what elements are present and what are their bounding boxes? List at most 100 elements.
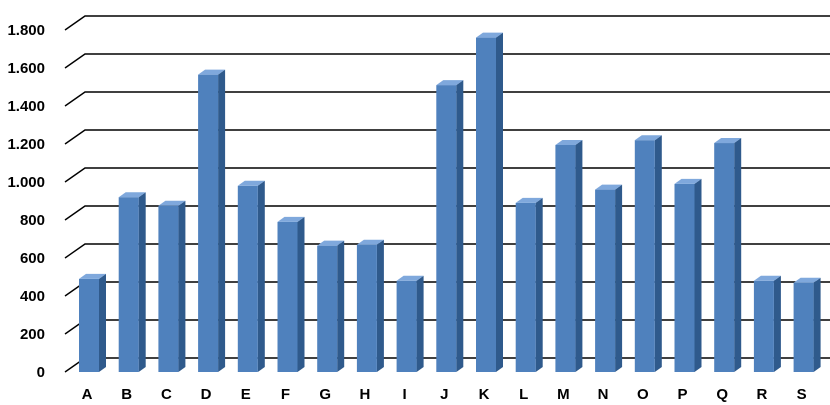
bar xyxy=(396,275,424,372)
bar-front xyxy=(277,221,298,372)
x-tick-label: P xyxy=(677,386,687,403)
bar xyxy=(714,138,742,372)
bar-front xyxy=(436,85,457,372)
x-tick-label: R xyxy=(756,386,767,403)
gridline xyxy=(64,91,830,107)
bar xyxy=(515,197,543,372)
bar-top xyxy=(595,184,623,190)
bar-side xyxy=(416,275,424,372)
bar-front xyxy=(753,280,774,372)
bar-front xyxy=(714,143,735,372)
bar-side xyxy=(218,69,226,373)
bar-front xyxy=(555,144,576,372)
gridlines xyxy=(64,15,830,373)
y-tick-label: 800 xyxy=(20,212,45,229)
bar-front xyxy=(118,197,139,372)
x-tick-label: J xyxy=(440,386,448,403)
bar xyxy=(198,69,226,373)
bar-top xyxy=(118,192,146,198)
bar xyxy=(555,139,583,372)
bar xyxy=(277,216,305,372)
x-tick-label: D xyxy=(201,386,212,403)
x-tick-label: N xyxy=(598,386,609,403)
bar-top xyxy=(793,277,821,283)
bar-top xyxy=(317,240,345,246)
gridline xyxy=(64,129,830,145)
gridline xyxy=(64,15,830,31)
y-tick-label: 600 xyxy=(20,250,45,267)
x-tick-label: G xyxy=(319,386,331,403)
bar-top xyxy=(396,275,424,281)
x-tick-label: F xyxy=(281,386,290,403)
x-tick-label: M xyxy=(557,386,570,403)
x-tick-label: O xyxy=(637,386,649,403)
bar-front xyxy=(198,74,219,373)
x-tick-label: K xyxy=(479,386,490,403)
bar xyxy=(118,192,146,372)
bar xyxy=(595,184,623,372)
bar xyxy=(674,178,702,372)
bar xyxy=(317,240,345,372)
bar-front xyxy=(476,37,496,372)
bar-front xyxy=(79,278,99,372)
bar-side xyxy=(138,192,146,372)
bar-top xyxy=(555,139,583,145)
bar-side xyxy=(615,184,623,372)
y-tick-label: 1.800 xyxy=(7,22,45,39)
bar-side xyxy=(654,135,662,372)
bar-side xyxy=(773,275,781,372)
bar-top xyxy=(277,216,305,222)
x-axis-tick-labels: A B C D E F G H I J K L M N O P Q R S xyxy=(82,386,807,403)
bar-top xyxy=(356,239,384,245)
x-tick-label: I xyxy=(403,386,407,403)
x-tick-label: E xyxy=(241,386,251,403)
bar xyxy=(158,200,186,372)
bar-top xyxy=(634,135,662,141)
bar-side xyxy=(496,32,503,372)
bar-side xyxy=(376,239,384,372)
bar-front xyxy=(317,245,338,372)
bar-front xyxy=(674,183,695,372)
bar-top xyxy=(714,138,742,144)
bar-front xyxy=(595,189,616,372)
x-tick-label: Q xyxy=(716,386,728,403)
bar-side xyxy=(178,200,186,372)
bar-top xyxy=(436,80,464,86)
bar-side xyxy=(456,80,464,372)
x-tick-label: S xyxy=(797,386,807,403)
bar-top xyxy=(476,32,503,38)
bar-side xyxy=(694,178,702,372)
y-tick-label: 1.400 xyxy=(7,98,45,115)
y-tick-label: 0 xyxy=(37,364,45,381)
bar-side xyxy=(734,138,742,372)
bar-front xyxy=(634,140,655,372)
bar-top xyxy=(753,275,781,281)
x-tick-label: B xyxy=(121,386,132,403)
bar-front xyxy=(396,280,417,372)
bar xyxy=(753,275,781,372)
x-tick-label: C xyxy=(161,386,172,403)
y-tick-label: 1.000 xyxy=(7,174,45,191)
bar-front xyxy=(356,244,377,372)
bar xyxy=(79,273,106,372)
bar-top xyxy=(237,180,265,186)
bar-front xyxy=(237,185,258,372)
bar xyxy=(793,277,821,372)
y-tick-label: 400 xyxy=(20,288,45,305)
bar xyxy=(436,80,464,372)
bar-side xyxy=(575,139,583,372)
x-tick-label: A xyxy=(82,386,93,403)
bar-top xyxy=(198,69,226,75)
x-tick-label: H xyxy=(359,386,370,403)
bar-top xyxy=(79,273,106,279)
y-tick-label: 1.200 xyxy=(7,136,45,153)
bar xyxy=(356,239,384,372)
bar-front xyxy=(158,205,179,372)
bar-top xyxy=(158,200,186,206)
bar-side xyxy=(535,197,543,372)
y-axis-tick-labels: 0 200 400 600 800 1.000 1.200 1.400 1.600 1.800 xyxy=(7,22,45,381)
bar-side xyxy=(337,240,345,372)
bar-side xyxy=(813,277,821,372)
y-tick-label: 200 xyxy=(20,326,45,343)
